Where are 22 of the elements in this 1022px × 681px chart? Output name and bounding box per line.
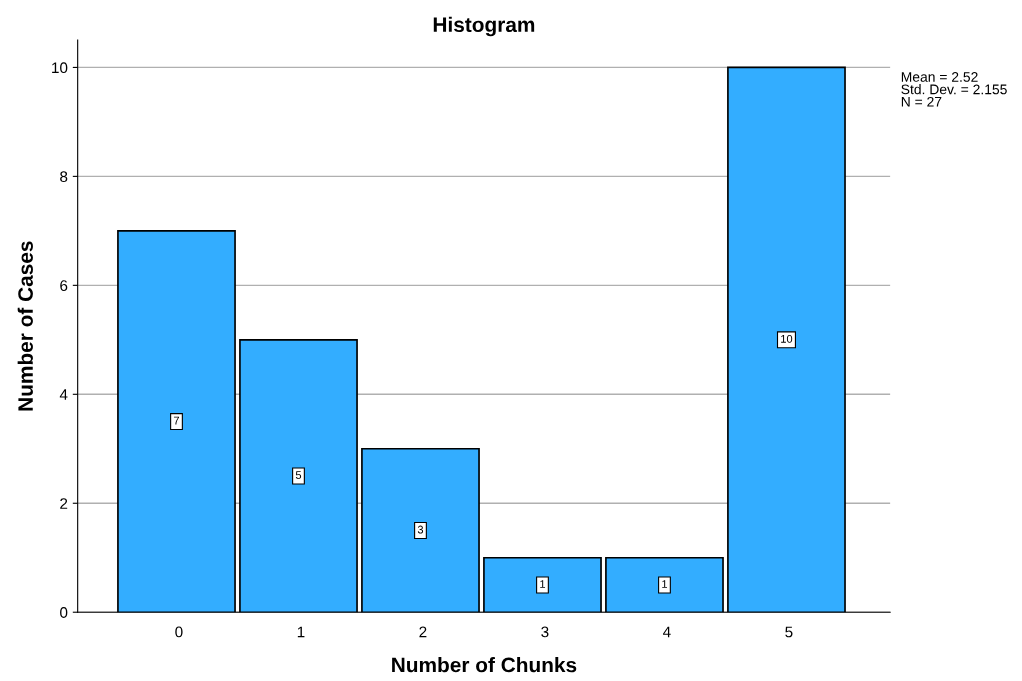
y-tick-label: 0 (60, 607, 68, 618)
y-tick-label: 2 (60, 498, 68, 509)
x-tick-label: 2 (419, 626, 427, 638)
data-label: 10 (781, 334, 793, 343)
y-tick-label: 8 (60, 171, 68, 183)
x-tick-label: 5 (785, 626, 793, 638)
data-label: 3 (417, 525, 424, 534)
x-tick-label: 0 (175, 626, 183, 638)
data-label: 1 (662, 580, 668, 588)
x-tick-label: 3 (541, 626, 549, 638)
chart-title: Histogram (433, 16, 535, 37)
data-label: 5 (295, 471, 302, 479)
y-tick-label: 10 (52, 62, 68, 74)
y-tick-label: 4 (59, 389, 68, 400)
x-tick-label: 4 (663, 626, 671, 638)
text: Mean = 2.52 Std. Dev. = 2.155 N = 27 (901, 72, 1007, 107)
y-axis-title: Number of Cases (17, 241, 33, 411)
y-tick-label: 6 (60, 280, 68, 292)
data-label: 1 (540, 580, 546, 588)
x-tick-label: 1 (297, 626, 305, 638)
data-label: 7 (173, 416, 180, 425)
x-axis-title: Number of Chunks (392, 657, 577, 673)
